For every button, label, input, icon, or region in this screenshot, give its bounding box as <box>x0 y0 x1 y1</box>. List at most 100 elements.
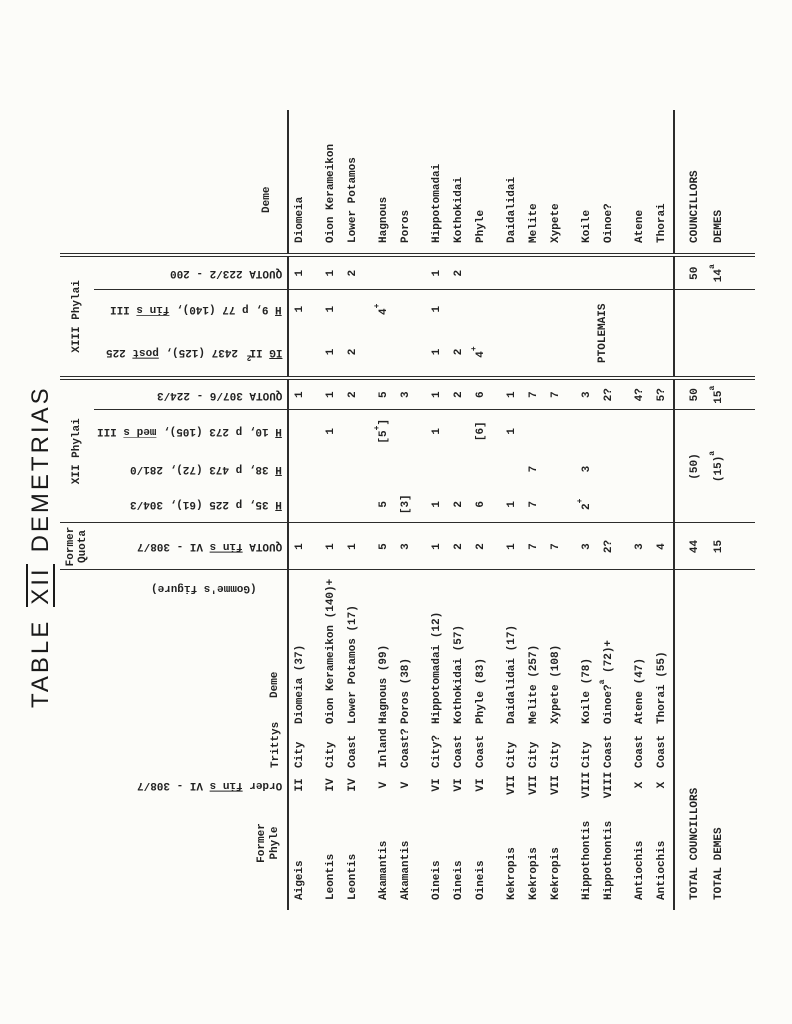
order-cell: II <box>294 778 306 792</box>
h35-cell <box>342 486 373 523</box>
h10-cell: 1 <box>431 427 443 435</box>
order-header: Order fin s VI - 308/7 <box>136 779 282 791</box>
table-row: Leontis IV Coast Lower Potamos (17) 1 2 2 2 Lowe… <box>342 109 373 910</box>
h38-cell <box>598 452 629 486</box>
q307-cell: 1 <box>426 377 448 410</box>
h38-cell <box>395 452 426 486</box>
h35-cell: 1 <box>426 486 448 523</box>
rep-cell: Oion Kerameikon <box>320 109 342 255</box>
h9-cell: 1 <box>431 305 443 313</box>
phyle-cell: Akamantis <box>400 840 412 900</box>
rep-cell: Xypete <box>545 109 576 255</box>
h10-cell: 1 <box>325 427 337 435</box>
deme-cell: Oion Kerameikon (140)+ <box>325 578 337 724</box>
q223-cell: 1 <box>320 254 342 290</box>
quota-223-col-header: QUOTA 223/2 - 200 <box>169 267 282 280</box>
h10-cell: [6] <box>475 421 487 442</box>
deme-repeat-group-spacer <box>60 109 94 255</box>
former-phyle-line2: Phyle <box>269 826 281 860</box>
ig-cell <box>373 327 395 378</box>
q307-cell: 4? <box>629 377 651 410</box>
deme-cell: Thorai (55) <box>656 651 668 724</box>
h9-cell <box>629 290 651 328</box>
q223-cell <box>629 254 651 290</box>
q307-cell: 50 <box>674 377 707 410</box>
phyle-cell: Aigeis <box>294 860 306 900</box>
table-row: Kekropis VII City Melite (257) 7 7 7 7 Melite <box>523 109 545 910</box>
h38-cell <box>342 452 373 486</box>
q307-cell: 3 <box>576 377 598 410</box>
trittys-cell: Inland <box>378 728 390 768</box>
table-row: Antiochis X Coast Thorai (55) 4 5? Thorai <box>651 109 674 910</box>
trittys-cell: City <box>325 741 337 768</box>
h38-cell <box>501 452 523 486</box>
deme-cell: Poros (38) <box>400 657 412 724</box>
q307-cell: 2 <box>448 377 470 410</box>
phyle-cell: Leontis <box>325 853 337 900</box>
qf-cell: 5 <box>373 523 395 570</box>
q307-cell: 5 <box>373 377 395 410</box>
rep-cell: Daidalidai <box>501 109 523 255</box>
former-phyle-line1: Former <box>256 823 268 863</box>
order-cell: VII <box>528 775 540 795</box>
table-body: Aigeis II City Diomeia (37) 1 1 1 1 Diomeia Leont… <box>288 109 674 910</box>
q307-cell: 1 <box>501 377 523 410</box>
qf-cell: 7 <box>523 523 545 570</box>
former-quota-col-header: QUOTA fin s VI - 308/7 <box>136 540 282 553</box>
h35-col-header-cell: H 35, p 225 (61), 304/3 <box>94 486 288 523</box>
rep-cell: Hagnous <box>373 109 395 255</box>
ig-cell <box>501 327 523 378</box>
phyle-cell: Oineis <box>453 860 465 900</box>
rep-cell: Kothokidai <box>448 109 470 255</box>
h10-col-header: H 10, p 273 (105), med s III <box>97 425 282 438</box>
order-header-cell: Order fin s VI - 308/7 <box>94 770 288 800</box>
ig-col-header: IG II2 2437 (125), post 225 <box>105 345 282 362</box>
ig-cell: 2 <box>342 327 373 378</box>
trittys-header: Trittys <box>94 722 288 770</box>
h38-cell <box>426 452 448 486</box>
phyle-cell: Oineis <box>431 860 443 900</box>
q307-cell: 3 <box>395 377 426 410</box>
rep-cell: Hippotomadai <box>426 109 448 255</box>
order-cell: VI <box>431 778 443 792</box>
q307-cell: 2 <box>342 377 373 410</box>
q307-cell: 7 <box>523 377 545 410</box>
trittys-cell: City <box>550 741 562 768</box>
h35-cell: 7 <box>523 486 545 523</box>
ig-cell: 1 <box>320 327 342 378</box>
q223-cell <box>576 254 598 290</box>
h9-cell <box>545 290 576 328</box>
h10-cell <box>545 410 576 452</box>
h38-cell <box>470 452 501 486</box>
h35-cell: 5 <box>373 486 395 523</box>
rep-cell: Diomeia <box>288 109 320 255</box>
ig-cell: 2 <box>448 327 470 378</box>
trittys-cell: Coast <box>634 734 646 768</box>
h10-cell <box>448 410 470 452</box>
table-row: Oineis VI Coast Kothokidai (57) 2 2 2 2 2 Kothoki… <box>448 109 470 910</box>
h9-cell <box>342 290 373 328</box>
qf-cell: 15 <box>707 523 755 570</box>
former-quota-line1: Former <box>65 526 77 567</box>
totals-row: TOTAL COUNCILLORS 44 (50) 50 50 COUNCILLORS <box>674 109 707 910</box>
h35-cell <box>545 486 576 523</box>
deme-repeat-header: Deme <box>94 109 288 255</box>
rep-cell: Atene <box>629 109 651 255</box>
h9-cell: 1 <box>325 305 337 313</box>
h9-cell <box>651 290 674 328</box>
deme-cell: Lower Potamos (17) <box>347 605 359 724</box>
q223-cell <box>523 254 545 290</box>
qf-cell: 2? <box>598 523 629 570</box>
rep-cell: Lower Potamos <box>342 109 373 255</box>
table-row: Oineis VI Coast Phyle (83) 2 6 [6] 6 4+ Phyle <box>470 109 501 910</box>
h9-cell <box>395 290 426 328</box>
qf-cell: 44 <box>674 523 707 570</box>
phyle-cell: Oineis <box>475 860 487 900</box>
h10-cell <box>598 410 629 452</box>
q223-cell <box>501 254 523 290</box>
rep-cell: Melite <box>523 109 545 255</box>
order-cell: VIII <box>603 771 615 799</box>
ig-cell: PTOLEMAIS <box>576 289 629 378</box>
h10-cell: [5+] <box>373 418 390 444</box>
h38-cell <box>448 452 470 486</box>
